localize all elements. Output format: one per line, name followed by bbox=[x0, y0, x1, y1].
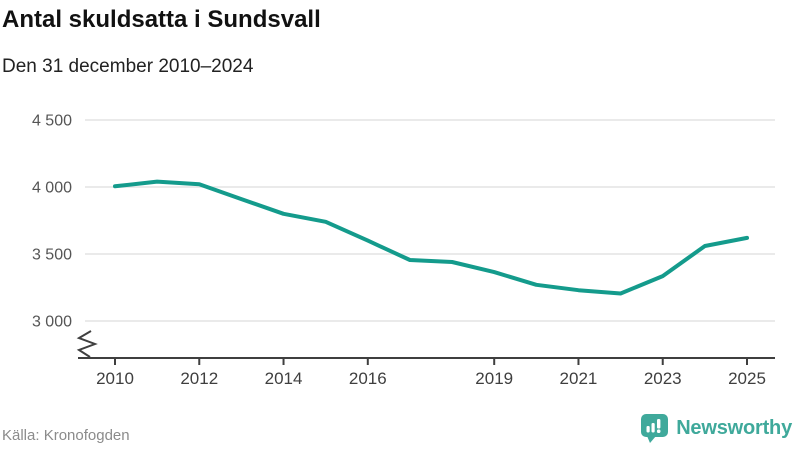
y-axis-break-icon bbox=[76, 330, 98, 358]
y-axis-tick-label: 3 000 bbox=[32, 314, 72, 331]
source-note: Källa: Kronofogden bbox=[2, 427, 130, 444]
newsworthy-wordmark: Newsworthy bbox=[676, 416, 792, 439]
x-axis-tick-label: 2010 bbox=[96, 369, 134, 388]
y-axis-tick-label: 3 500 bbox=[32, 247, 72, 264]
page-subtitle: Den 31 december 2010–2024 bbox=[2, 56, 254, 77]
page-title: Antal skuldsatta i Sundsvall bbox=[2, 6, 321, 33]
x-axis-tick-label: 2014 bbox=[265, 369, 303, 388]
x-axis-tick-label: 2023 bbox=[644, 369, 682, 388]
newsworthy-logo: Newsworthy bbox=[640, 413, 792, 443]
x-axis-tick-label: 2021 bbox=[560, 369, 598, 388]
newsworthy-bubble-chart-icon bbox=[641, 414, 669, 443]
x-axis-tick-label: 2019 bbox=[475, 369, 513, 388]
x-axis-tick-label: 2012 bbox=[180, 369, 218, 388]
y-axis-tick-label: 4 000 bbox=[32, 180, 72, 197]
x-axis-tick-label: 2025 bbox=[728, 369, 766, 388]
data-line-series bbox=[113, 179, 749, 296]
x-axis-tick-label: 2016 bbox=[349, 369, 387, 388]
y-axis-tick-label: 4 500 bbox=[32, 113, 72, 130]
